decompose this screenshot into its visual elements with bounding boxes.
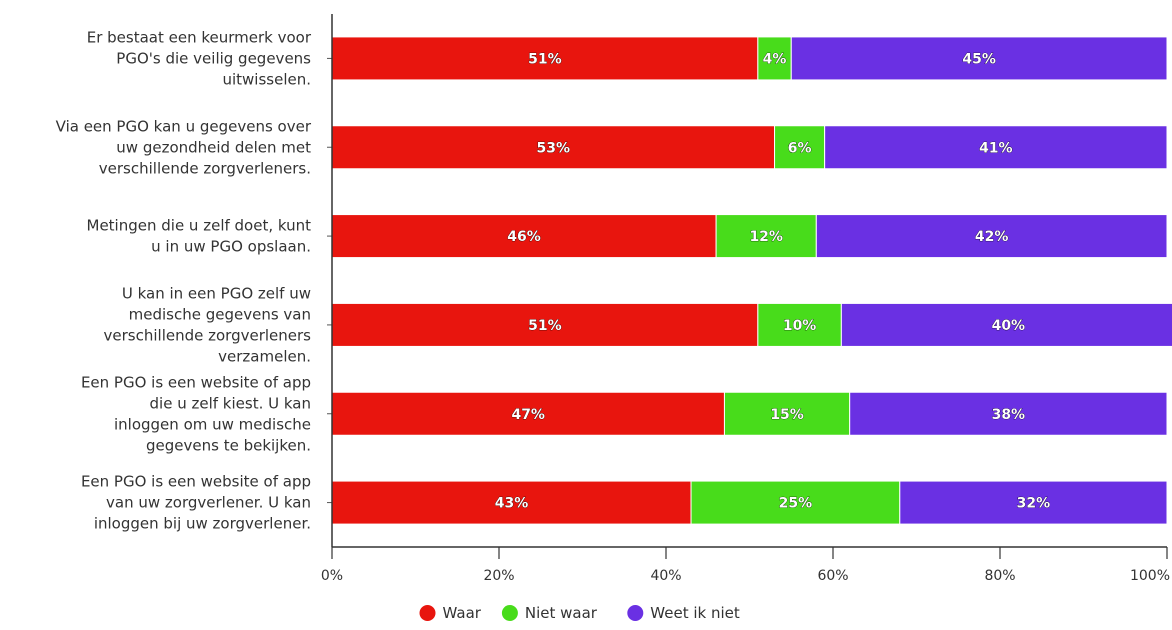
category-label-line: Een PGO is een website of app — [81, 373, 311, 391]
bar-segment[interactable] — [331, 36, 759, 81]
legend-marker[interactable] — [419, 605, 436, 621]
category-label-line: uitwisselen. — [222, 70, 311, 88]
category-label-line: die u zelf kiest. U kan — [150, 394, 311, 412]
bar-segment[interactable] — [774, 125, 826, 170]
data-label: 38% — [992, 407, 1026, 423]
bar-segment[interactable] — [840, 302, 1172, 347]
x-tick-label: 100% — [1130, 568, 1170, 584]
category-label-line: gegevens te bekijken. — [146, 436, 311, 454]
bar-segment[interactable] — [815, 214, 1168, 259]
data-label: 45% — [962, 51, 996, 67]
legend[interactable]: Waar Niet waar Weet ik niet — [419, 604, 740, 622]
axes: 0% 20% 40% 60% 80% 100% — [321, 14, 1170, 584]
category-label-line: u in uw PGO opslaan. — [151, 238, 311, 256]
bar-segment[interactable] — [790, 36, 1168, 81]
data-label: 41% — [979, 140, 1013, 156]
x-tick-label: 0% — [321, 568, 343, 584]
data-label: 40% — [992, 318, 1026, 334]
bars-layer: 51% 4% 45% 53% 6% 41% 46% 12% 42% 51% 10% 40% 47% 15%… — [331, 36, 1172, 525]
category-label-line: inloggen bij uw zorgverlener. — [94, 515, 311, 533]
category-label-line: PGO's die veilig gegevens — [116, 49, 311, 67]
x-tick-label: 40% — [650, 568, 681, 584]
legend-marker[interactable] — [627, 605, 644, 621]
data-label: 25% — [779, 496, 813, 512]
category-label: Een PGO is een website of app die u zelf … — [81, 373, 311, 454]
bar-segment[interactable] — [715, 214, 817, 259]
legend-marker[interactable] — [501, 605, 518, 621]
legend-item-label[interactable]: Waar — [443, 604, 482, 622]
category-label: U kan in een PGO zelf uw medische gegeven… — [104, 284, 312, 365]
data-label: 10% — [783, 318, 817, 334]
bar-segment[interactable] — [899, 480, 1168, 525]
data-label: 53% — [537, 140, 571, 156]
bar-segment[interactable] — [757, 36, 792, 81]
category-label: Metingen die u zelf doet, kunt u in uw PG… — [87, 217, 312, 256]
bar-segment[interactable] — [824, 125, 1168, 170]
data-label: 4% — [763, 51, 787, 67]
category-label: Een PGO is een website of app van uw zorg… — [81, 473, 311, 533]
bar-segment[interactable] — [723, 391, 851, 436]
data-label: 15% — [770, 407, 804, 423]
x-tick-label: 60% — [817, 568, 848, 584]
data-label: 42% — [975, 229, 1009, 245]
data-label: 46% — [507, 229, 541, 245]
data-label: 6% — [788, 140, 812, 156]
category-label-line: verschillende zorgverleners. — [99, 159, 311, 177]
data-label: 51% — [528, 51, 562, 67]
category-label: Via een PGO kan u gegevens over uw gezond… — [56, 117, 312, 177]
data-label: 12% — [749, 229, 783, 245]
category-label-line: uw gezondheid delen met — [116, 138, 311, 156]
category-label: Er bestaat een keurmerk voor PGO's die ve… — [87, 28, 312, 88]
data-label: 51% — [528, 318, 562, 334]
category-label-line: verschillende zorgverleners — [104, 326, 312, 344]
category-label-line: medische gegevens van — [129, 305, 311, 323]
bar-segment[interactable] — [331, 302, 759, 347]
data-label: 43% — [495, 496, 529, 512]
category-label-line: Er bestaat een keurmerk voor — [87, 28, 312, 46]
bar-segment[interactable] — [331, 391, 725, 436]
category-label-line: Een PGO is een website of app — [81, 473, 311, 491]
legend-item-label[interactable]: Niet waar — [525, 604, 598, 622]
category-label-line: van uw zorgverlener. U kan — [106, 494, 311, 512]
x-tick-label: 80% — [984, 568, 1015, 584]
legend-item-label[interactable]: Weet ik niet — [650, 604, 740, 622]
category-label-line: Via een PGO kan u gegevens over — [56, 117, 312, 135]
data-label: 32% — [1017, 496, 1051, 512]
bar-segment[interactable] — [331, 214, 717, 259]
bar-segment[interactable] — [849, 391, 1168, 436]
category-label-line: Metingen die u zelf doet, kunt — [87, 217, 312, 235]
x-tick-label: 20% — [483, 568, 514, 584]
data-label: 47% — [511, 407, 545, 423]
category-labels: Er bestaat een keurmerk voor PGO's die ve… — [56, 28, 312, 532]
category-label-line: verzamelen. — [218, 347, 311, 365]
bar-segment[interactable] — [331, 125, 776, 170]
category-label-line: inloggen om uw medische — [114, 415, 311, 433]
category-label-line: U kan in een PGO zelf uw — [122, 284, 311, 302]
